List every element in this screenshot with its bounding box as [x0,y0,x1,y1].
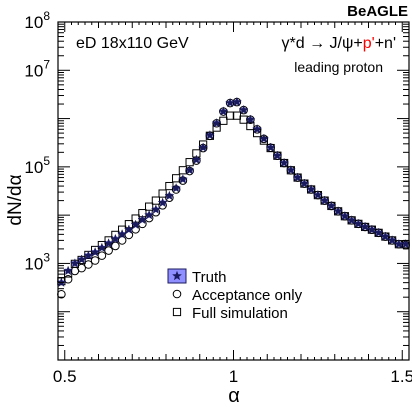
y-tick-label: 108 [24,9,50,32]
truth-point [171,182,182,193]
truth-point [265,142,276,152]
legend-label: Full simulation [192,305,288,322]
axes: 0.5 1 1.5 103 105 107 108 [24,9,412,386]
legend-marker-truth [171,270,183,281]
acceptance-only-point [90,256,100,265]
acceptance-only-point [104,246,113,255]
truth-point [137,214,148,225]
truth-point [238,104,249,115]
legend-marker-circle [172,289,182,299]
truth-point [83,250,94,260]
x-tick-label: 1 [229,367,238,386]
acceptance-only-point [111,241,120,251]
truth-point [184,164,195,175]
y-tick-label: 107 [24,57,50,80]
truth-point [96,242,107,253]
truth-point [380,231,391,241]
truth-point [103,238,114,248]
x-tick-label: 0.5 [53,367,77,386]
x-axis-label: α [228,385,240,407]
truth-point [312,189,323,200]
truth-point [258,133,269,144]
full-simulation-point [151,196,160,205]
truth-point [69,258,80,268]
truth-point [387,235,398,245]
truth-point [333,205,344,216]
legend-label: Truth [192,269,226,286]
truth-point [339,210,350,221]
truth-point [117,229,128,239]
y-axis-label: dN/dα [5,174,26,225]
full-simulation-point [165,181,174,191]
acceptance-only-point [117,236,127,245]
legend-label: Acceptance only [192,287,303,304]
truth-point [299,178,310,188]
truth-point [272,150,283,161]
full-simulation-point [246,121,255,131]
x-tick-label: 1.5 [390,367,412,386]
data-markers [56,96,411,299]
truth-point [157,197,168,208]
truth-point [373,227,384,238]
y-tick-label: 105 [24,154,50,177]
truth-point [130,219,141,230]
truth-point [191,154,202,165]
y-tick-label: 103 [24,250,50,273]
reaction-label: γ*d → J/ψ+p'+n' [282,35,396,52]
full-simulation-point [178,166,187,175]
full-simulation-point [158,189,167,198]
full-simulation-point [239,115,248,124]
truth-point [198,142,209,152]
truth-point [76,254,87,264]
reaction-sublabel: leading proton [294,59,383,75]
truth-point [204,129,215,140]
acceptance-only-point [77,263,86,273]
truth-point [211,117,222,128]
truth-point [326,200,337,211]
truth-point [346,215,357,225]
truth-point [245,114,256,124]
truth-point [319,195,330,205]
truth-point [353,218,364,229]
truth-point [306,184,317,194]
legend-marker-square [172,307,182,317]
truth-point [110,233,121,244]
truth-point [231,96,242,107]
truth-point [292,172,303,182]
truth-point [360,221,371,232]
acceptance-only-point [84,260,93,269]
truth-point [164,190,175,201]
truth-point [123,224,134,234]
truth-point [252,123,263,134]
truth-point [218,106,229,116]
truth-point [144,209,155,220]
truth-point [177,174,188,184]
truth-point [285,164,296,175]
truth-point [279,157,290,168]
acceptance-only-point [63,274,73,284]
truth-point [150,204,161,214]
experiment-label: BeAGLE [347,3,408,20]
truth-point [90,246,101,257]
truth-point [366,224,377,234]
truth-point [63,265,74,276]
beam-annotation: eD 18x110 GeV [76,35,189,52]
acceptance-only-point [97,251,107,260]
